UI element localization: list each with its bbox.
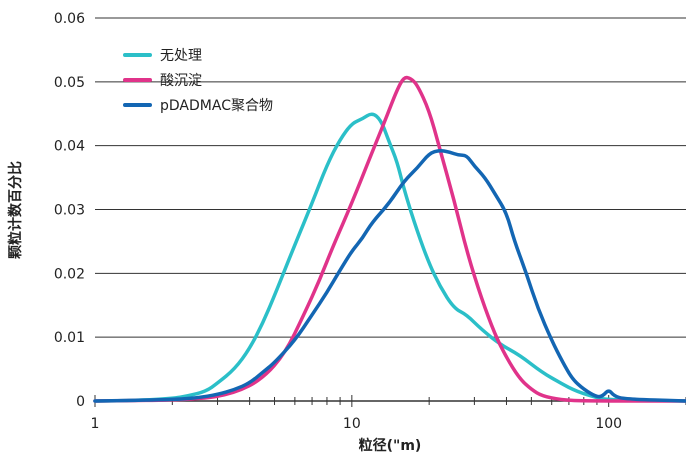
legend-label-0: 无处理 bbox=[160, 48, 202, 64]
legend-label-2: pDADMAC聚合物 bbox=[160, 98, 273, 114]
x-tick-label: 10 bbox=[343, 416, 361, 432]
y-tick-label: 0.02 bbox=[54, 266, 85, 282]
y-axis-title: 颗粒计数百分比 bbox=[7, 161, 24, 259]
y-tick-label: 0.05 bbox=[54, 75, 85, 91]
y-tick-label: 0.03 bbox=[54, 203, 85, 219]
y-tick-label: 0.04 bbox=[54, 139, 85, 155]
series-line-2 bbox=[93, 148, 686, 403]
x-tick-label: 1 bbox=[91, 416, 100, 432]
x-axis-title: 粒径("m) bbox=[359, 437, 422, 454]
gridlines bbox=[95, 17, 686, 338]
x-tick-label: 100 bbox=[595, 416, 622, 432]
series-lines bbox=[93, 75, 686, 403]
axes: 0 0.01 0.02 0.03 0.04 0.05 0.06 1 10 100 bbox=[54, 11, 686, 432]
y-tick-label: 0 bbox=[76, 394, 85, 410]
y-tick-label: 0.01 bbox=[54, 330, 85, 346]
series-line-0 bbox=[93, 112, 686, 403]
y-tick-label: 0.06 bbox=[54, 11, 85, 27]
series-line-1 bbox=[93, 75, 686, 403]
legend-label-1: 酸沉淀 bbox=[160, 73, 202, 89]
